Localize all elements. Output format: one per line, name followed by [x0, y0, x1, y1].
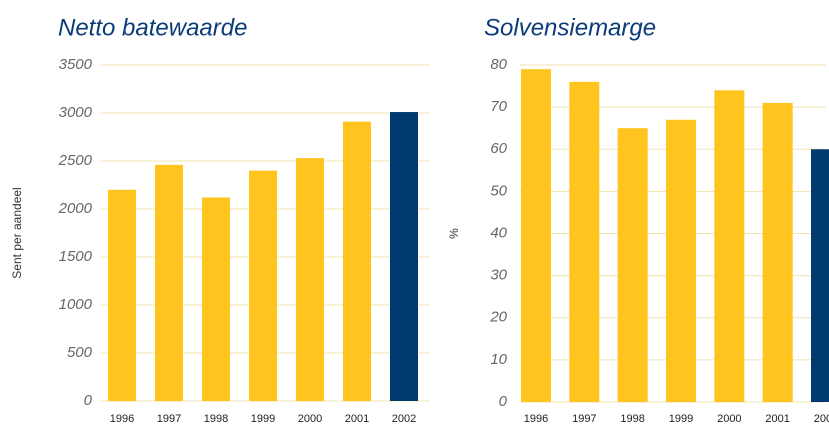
bar	[249, 170, 277, 401]
bar	[714, 90, 745, 403]
bar	[343, 121, 371, 401]
y-tick-label: 2000	[58, 200, 93, 217]
y-tick-label: 70	[490, 98, 507, 115]
chart-title: Solvensiemarge	[484, 14, 656, 41]
y-tick-label: 80	[490, 56, 507, 73]
y-tick-label: 50	[490, 182, 507, 199]
x-tick-label: 1998	[204, 413, 228, 425]
y-tick-label: 40	[490, 224, 507, 241]
y-tick-label: 500	[67, 344, 93, 361]
y-axis-label: %	[447, 228, 461, 239]
x-tick-label: 1996	[524, 413, 548, 425]
y-tick-label: 30	[490, 267, 507, 284]
x-tick-label: 1999	[251, 413, 275, 425]
x-tick-label: 2001	[345, 413, 369, 425]
y-tick-label: 60	[490, 140, 507, 157]
y-tick-label: 1000	[59, 296, 93, 313]
chart-title: Netto batewaarde	[58, 14, 247, 41]
x-tick-label: 2000	[298, 413, 322, 425]
x-tick-label: 2000	[717, 413, 741, 425]
y-tick-label: 1500	[59, 248, 93, 265]
x-tick-label: 2002	[392, 413, 416, 425]
bar	[108, 189, 136, 401]
x-tick-label: 2002	[814, 413, 829, 425]
bar	[296, 158, 324, 401]
y-tick-label: 10	[490, 351, 507, 368]
x-tick-label: 1998	[620, 413, 644, 425]
bar	[155, 164, 183, 401]
y-tick-label: 0	[499, 393, 508, 410]
x-tick-label: 1996	[110, 413, 134, 425]
bar	[521, 69, 551, 403]
bar	[202, 197, 230, 401]
y-tick-label: 0	[84, 392, 93, 409]
x-tick-label: 1999	[669, 413, 693, 425]
bar	[569, 81, 600, 402]
y-axis-label: Sent per aandeel	[10, 187, 24, 278]
x-tick-label: 2001	[765, 413, 789, 425]
bar	[811, 149, 829, 402]
bar	[762, 102, 793, 402]
y-tick-label: 3500	[59, 56, 93, 73]
y-tick-label: 3000	[59, 104, 93, 121]
x-tick-label: 1997	[157, 413, 181, 425]
bar	[617, 128, 648, 402]
x-tick-label: 1997	[572, 413, 596, 425]
bar	[390, 112, 418, 401]
y-tick-label: 2500	[58, 152, 93, 169]
y-tick-label: 20	[489, 309, 507, 326]
bar	[666, 119, 696, 402]
